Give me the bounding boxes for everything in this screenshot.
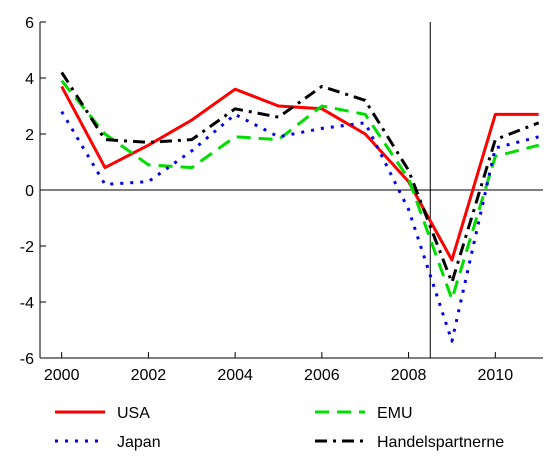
y-tick-label: 2	[25, 127, 34, 144]
legend-label: Handelspartnerne	[377, 434, 504, 451]
legend-label: USA	[117, 405, 150, 422]
series-layer	[60, 71, 540, 343]
y-tick-label: 6	[25, 15, 34, 32]
x-tick-label: 2010	[478, 367, 514, 384]
series-line-emu	[60, 79, 540, 301]
legend-label: EMU	[377, 405, 413, 422]
y-tick-label: 4	[25, 71, 34, 88]
x-tick-label: 2000	[44, 367, 80, 384]
y-tick-label: 0	[25, 183, 34, 200]
plot-area	[39, 22, 543, 359]
series-line-handelspartnerne	[60, 71, 540, 284]
series-line-japan	[60, 110, 540, 343]
x-tick-label: 2008	[391, 367, 427, 384]
x-tick-label: 2004	[217, 367, 253, 384]
y-tick-label: -4	[20, 295, 34, 312]
y-tick-label: -2	[20, 239, 34, 256]
legend: USA EMU Japan Handelspartnerne	[55, 405, 504, 451]
x-tick-label: 2006	[304, 367, 340, 384]
legend-label: Japan	[117, 434, 161, 451]
y-axis-ticks: -6 -4 -2 0 2 4 6	[20, 15, 46, 368]
x-axis-ticks: 2000 2002 2004 2006 2008 2010	[44, 352, 513, 384]
series-line-usa	[60, 85, 539, 262]
y-tick-label: -6	[20, 351, 34, 368]
x-tick-label: 2002	[131, 367, 167, 384]
